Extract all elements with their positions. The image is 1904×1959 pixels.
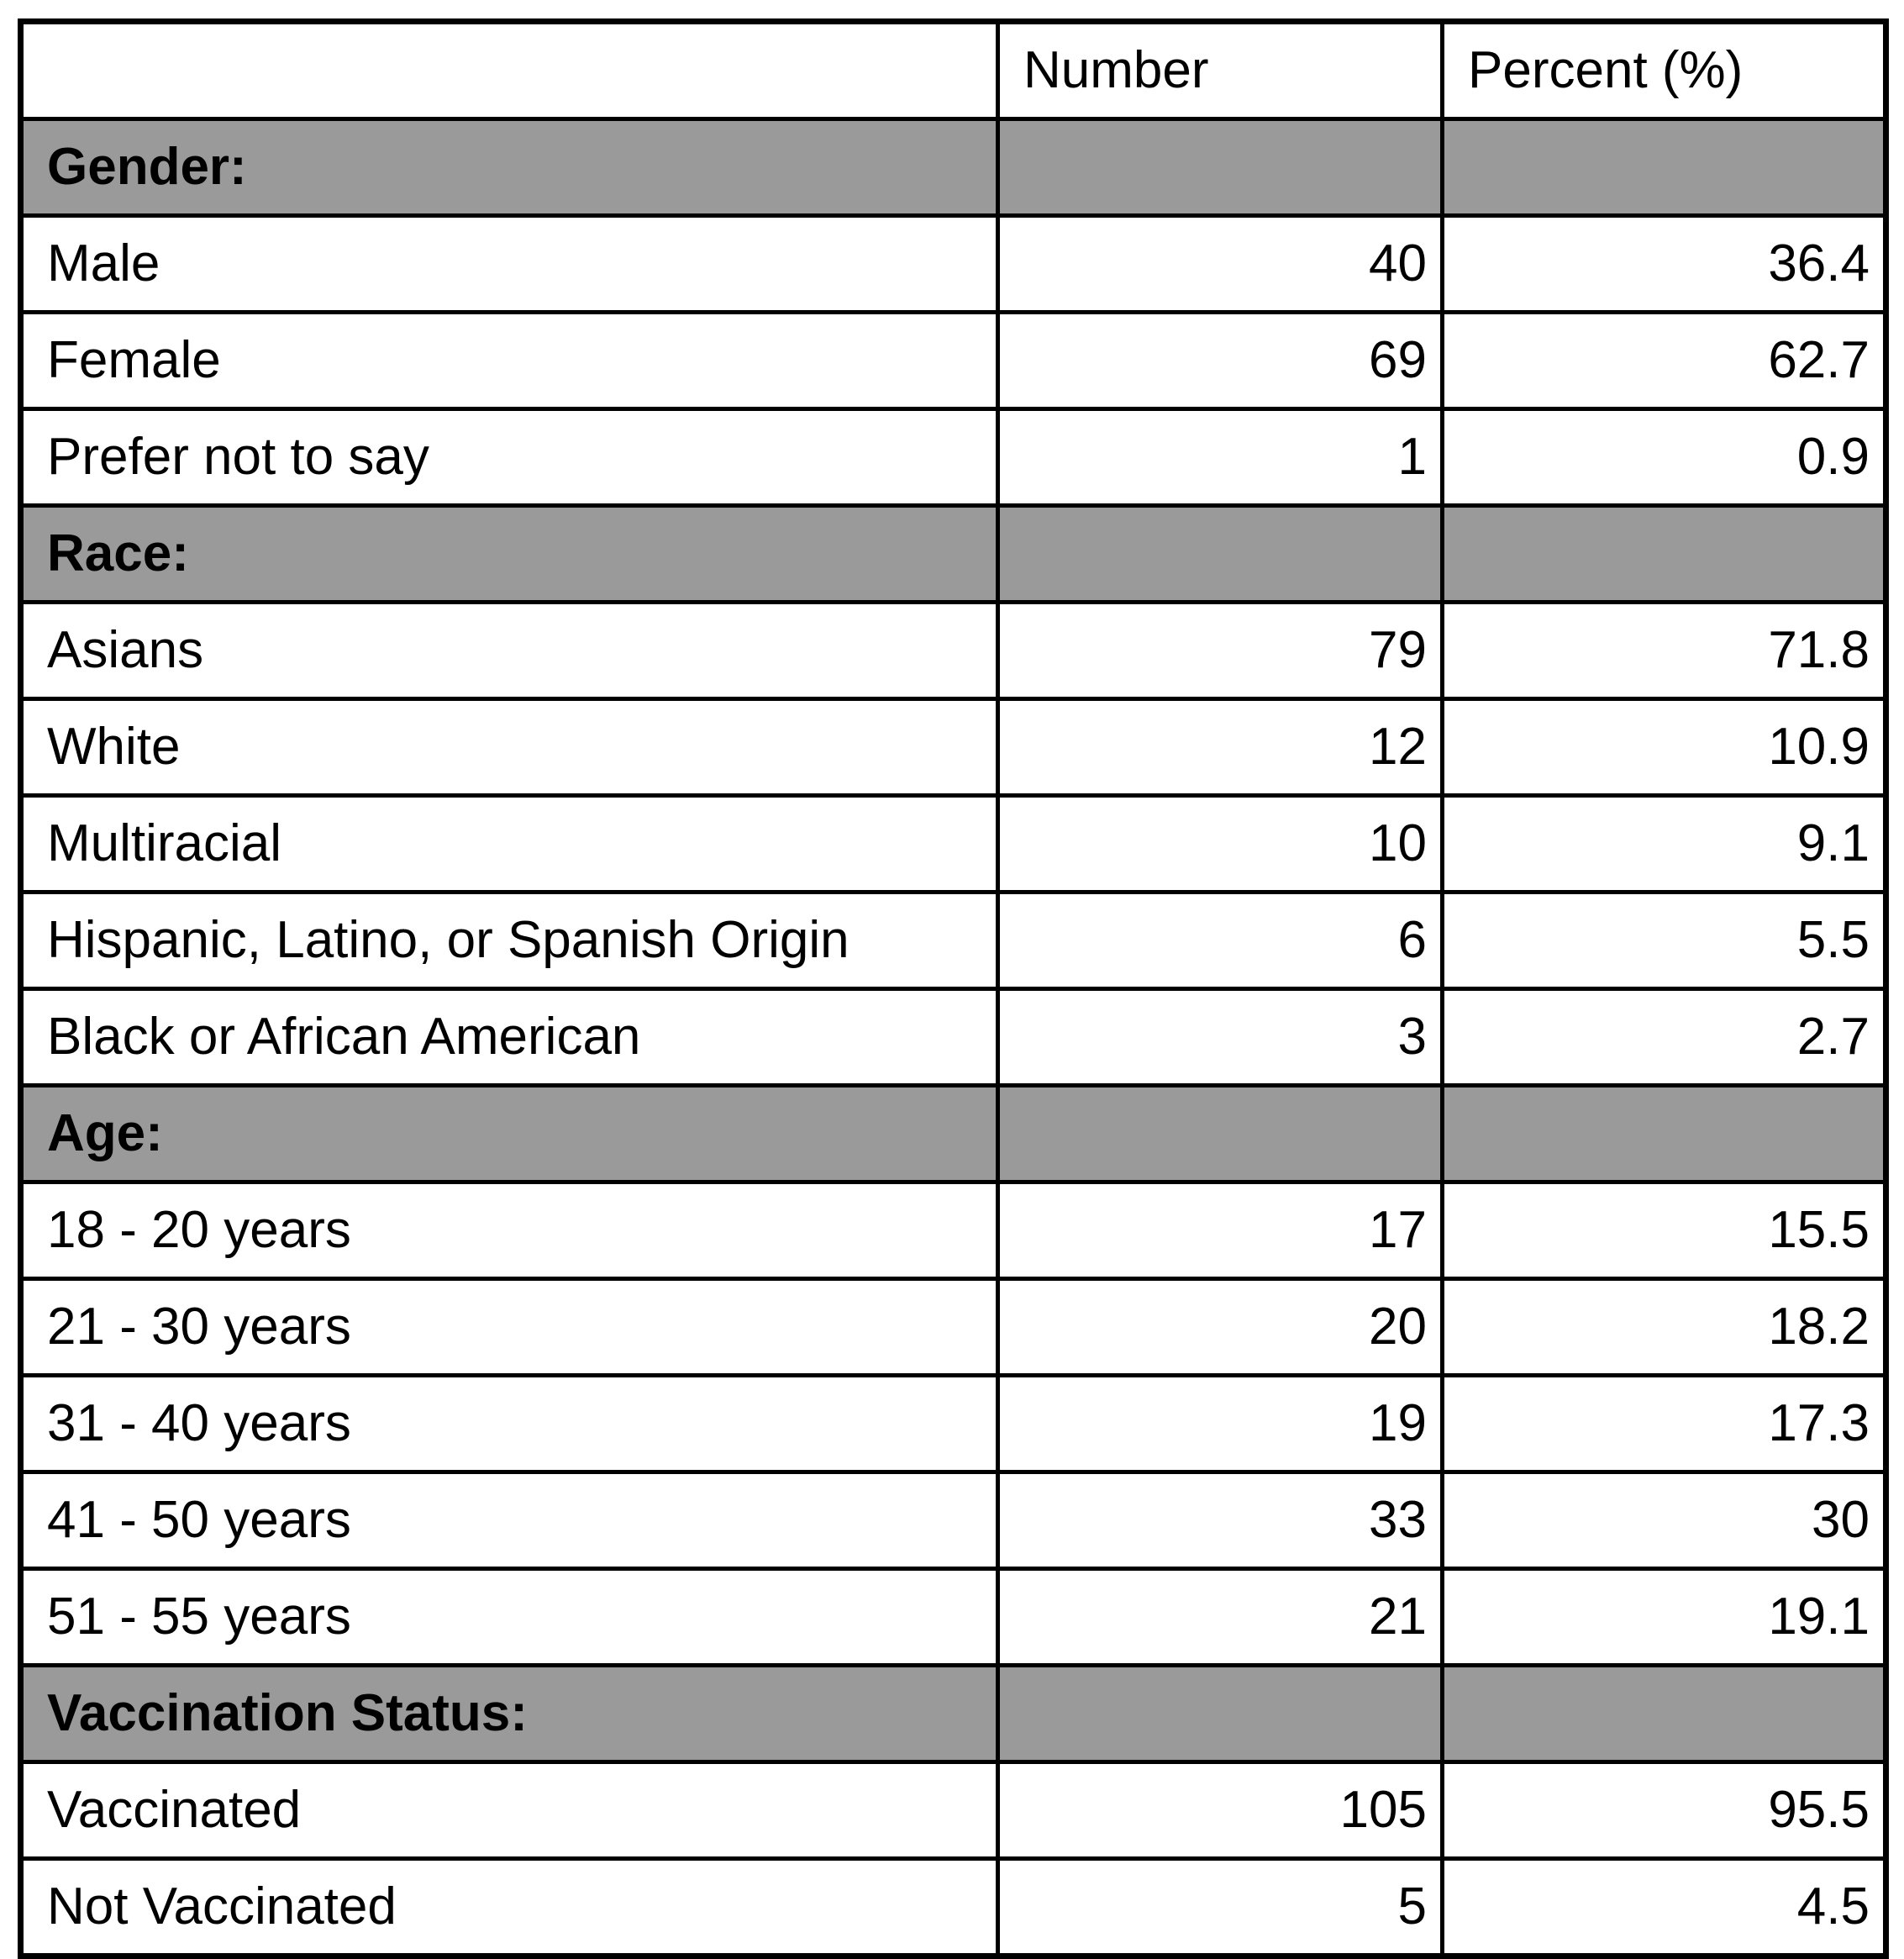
row-number-value: 105 [996,1760,1444,1861]
row-percent-value: 5.5 [1440,890,1888,991]
row-label: 21 - 30 years [18,1277,1000,1377]
header-percent-label: Percent (%) [1440,19,1888,121]
row-percent-value: 71.8 [1440,600,1888,701]
section-header-empty-number-cell [996,117,1444,218]
row-label: 51 - 55 years [18,1567,1000,1667]
row-number-value: 21 [996,1567,1444,1667]
table-row: Vaccinated 105 95.5 [18,1760,1888,1861]
row-label: 41 - 50 years [18,1470,1000,1571]
section-header-row: Gender: [18,117,1888,218]
section-header-row: Vaccination Status: [18,1663,1888,1764]
row-label: Not Vaccinated [18,1856,1000,1958]
header-row: Number Percent (%) [18,19,1888,121]
section-header-empty-percent-cell [1440,1083,1888,1184]
table-body: Gender: Male 40 36.4 Female 69 62.7 Prefer not … [18,117,1888,1958]
table-row: 31 - 40 years 19 17.3 [18,1373,1888,1474]
section-header-empty-number-cell [996,1083,1444,1184]
row-label: Female [18,310,1000,411]
row-number-value: 1 [996,407,1444,508]
section-header-row: Race: [18,503,1888,604]
section-header-label: Age: [18,1083,1000,1184]
section-header-label: Vaccination Status: [18,1663,1000,1764]
header-empty-cell [18,19,1000,121]
row-percent-value: 62.7 [1440,310,1888,411]
row-label: Black or African American [18,987,1000,1087]
row-percent-value: 36.4 [1440,213,1888,314]
table-row: Male 40 36.4 [18,213,1888,314]
row-number-value: 20 [996,1277,1444,1377]
demographics-table: Number Percent (%) Gender: Male 40 36.4 Fema… [18,18,1889,1959]
row-number-value: 3 [996,987,1444,1087]
section-header-empty-percent-cell [1440,503,1888,604]
row-percent-value: 15.5 [1440,1180,1888,1281]
row-percent-value: 30 [1440,1470,1888,1571]
table-row: Not Vaccinated 5 4.5 [18,1856,1888,1958]
header-number-label: Number [996,19,1444,121]
section-header-empty-number-cell [996,503,1444,604]
row-number-value: 12 [996,697,1444,798]
row-number-value: 79 [996,600,1444,701]
row-label: 31 - 40 years [18,1373,1000,1474]
row-label: Prefer not to say [18,407,1000,508]
row-percent-value: 4.5 [1440,1856,1888,1958]
table-row: Black or African American 3 2.7 [18,987,1888,1087]
row-percent-value: 18.2 [1440,1277,1888,1377]
table-row: 51 - 55 years 21 19.1 [18,1567,1888,1667]
table-row: White 12 10.9 [18,697,1888,798]
row-label: Male [18,213,1000,314]
row-label: White [18,697,1000,798]
row-number-value: 6 [996,890,1444,991]
row-percent-value: 95.5 [1440,1760,1888,1861]
table-row: 41 - 50 years 33 30 [18,1470,1888,1571]
table-row: Multiracial 10 9.1 [18,793,1888,894]
section-header-empty-percent-cell [1440,1663,1888,1764]
table-row: Asians 79 71.8 [18,600,1888,701]
row-label: Vaccinated [18,1760,1000,1861]
row-percent-value: 10.9 [1440,697,1888,798]
row-number-value: 17 [996,1180,1444,1281]
table-row: 21 - 30 years 20 18.2 [18,1277,1888,1377]
row-percent-value: 2.7 [1440,987,1888,1087]
table-row: Hispanic, Latino, or Spanish Origin 6 5.5 [18,890,1888,991]
row-label: 18 - 20 years [18,1180,1000,1281]
row-number-value: 40 [996,213,1444,314]
row-number-value: 33 [996,1470,1444,1571]
section-header-empty-percent-cell [1440,117,1888,218]
table-row: 18 - 20 years 17 15.5 [18,1180,1888,1281]
row-label: Hispanic, Latino, or Spanish Origin [18,890,1000,991]
section-header-row: Age: [18,1083,1888,1184]
section-header-empty-number-cell [996,1663,1444,1764]
row-percent-value: 19.1 [1440,1567,1888,1667]
row-label: Asians [18,600,1000,701]
row-percent-value: 9.1 [1440,793,1888,894]
row-percent-value: 17.3 [1440,1373,1888,1474]
section-header-label: Gender: [18,117,1000,218]
table-row: Female 69 62.7 [18,310,1888,411]
row-number-value: 19 [996,1373,1444,1474]
section-header-label: Race: [18,503,1000,604]
row-label: Multiracial [18,793,1000,894]
table-figure: Number Percent (%) Gender: Male 40 36.4 Fema… [18,18,1889,1959]
row-number-value: 10 [996,793,1444,894]
row-percent-value: 0.9 [1440,407,1888,508]
row-number-value: 5 [996,1856,1444,1958]
table-row: Prefer not to say 1 0.9 [18,407,1888,508]
row-number-value: 69 [996,310,1444,411]
